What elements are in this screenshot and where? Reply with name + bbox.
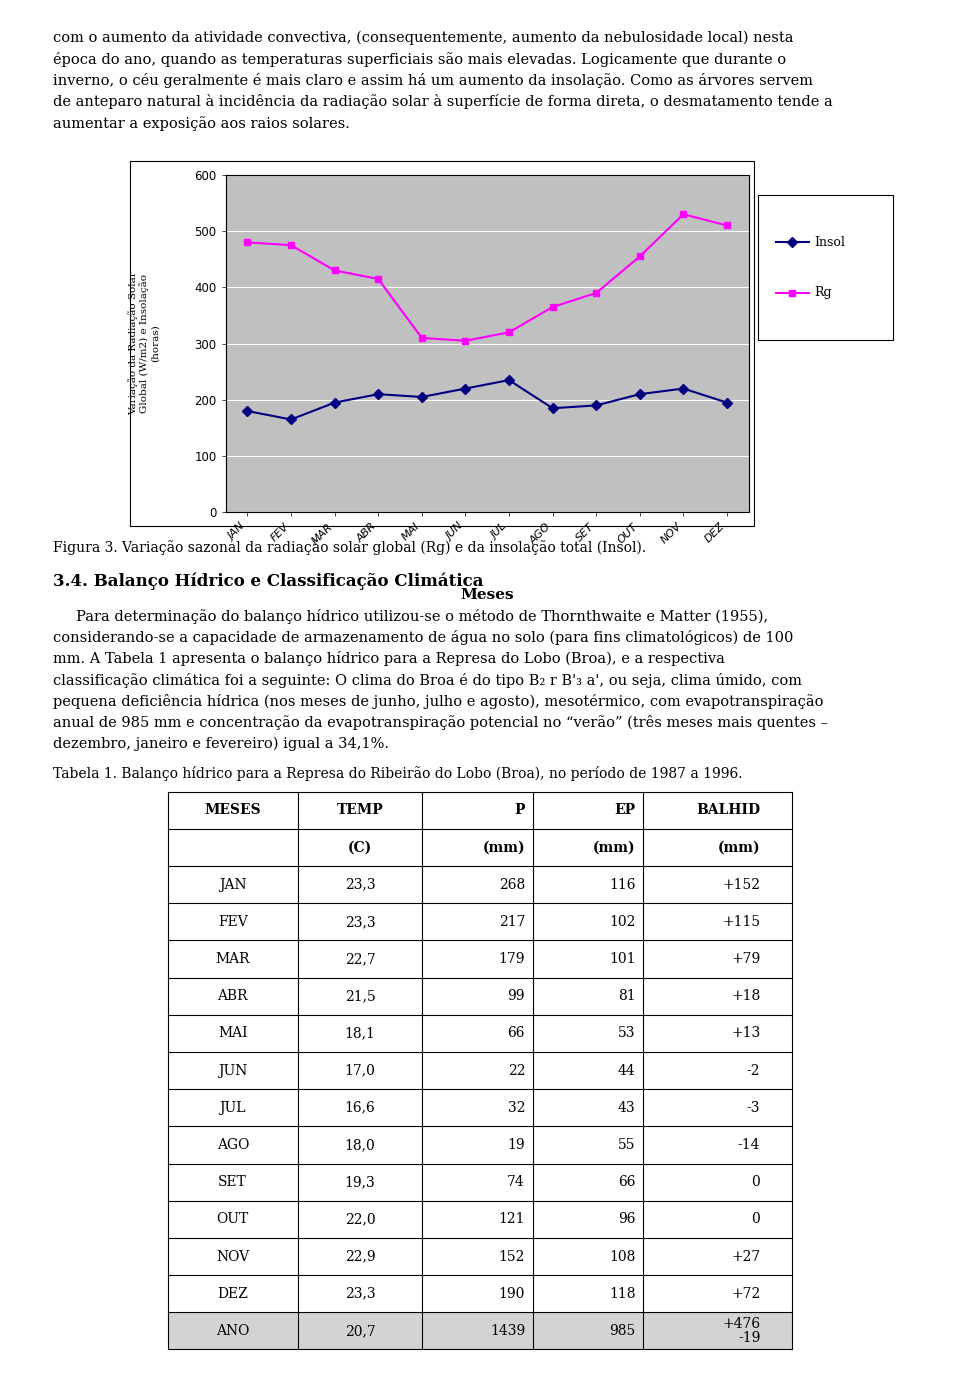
Text: 20,7: 20,7 — [345, 1323, 375, 1338]
Text: inverno, o céu geralmente é mais claro e assim há um aumento da insolação. Como : inverno, o céu geralmente é mais claro e… — [53, 73, 813, 88]
Text: -14: -14 — [738, 1137, 760, 1153]
Text: FEV: FEV — [218, 914, 248, 929]
Text: (mm): (mm) — [483, 840, 525, 855]
Text: OUT: OUT — [217, 1212, 249, 1227]
Text: 21,5: 21,5 — [345, 989, 375, 1004]
Text: 179: 179 — [498, 952, 525, 967]
Text: MAI: MAI — [218, 1026, 248, 1041]
Text: 99: 99 — [508, 989, 525, 1004]
Text: 32: 32 — [508, 1100, 525, 1115]
Text: classificação climática foi a seguinte: O clima do Broa é do tipo B₂ r B'₃ a', o: classificação climática foi a seguinte: … — [53, 672, 802, 687]
Text: +13: +13 — [732, 1026, 760, 1041]
Text: +72: +72 — [732, 1286, 760, 1301]
Text: 66: 66 — [618, 1175, 636, 1190]
Text: 44: 44 — [618, 1063, 636, 1078]
Text: aumentar a exposição aos raios solares.: aumentar a exposição aos raios solares. — [53, 116, 349, 131]
Text: 43: 43 — [618, 1100, 636, 1115]
Text: ABR: ABR — [218, 989, 248, 1004]
Text: 74: 74 — [508, 1175, 525, 1190]
Text: (mm): (mm) — [593, 840, 636, 855]
Text: 22: 22 — [508, 1063, 525, 1078]
Text: 3.4. Balanço Hídrico e Classificação Climática: 3.4. Balanço Hídrico e Classificação Cli… — [53, 573, 483, 591]
Text: 102: 102 — [610, 914, 636, 929]
Text: Meses: Meses — [461, 588, 514, 602]
Text: 108: 108 — [610, 1249, 636, 1264]
Text: mm. A Tabela 1 apresenta o balanço hídrico para a Represa do Lobo (Broa), e a re: mm. A Tabela 1 apresenta o balanço hídri… — [53, 651, 725, 666]
Text: 0: 0 — [752, 1175, 760, 1190]
Text: Variação da Radiação Solar
Global (W/m2) e Insolação
(horas): Variação da Radiação Solar Global (W/m2)… — [129, 271, 159, 416]
Text: 81: 81 — [618, 989, 636, 1004]
Text: 19,3: 19,3 — [345, 1175, 375, 1190]
Text: MESES: MESES — [204, 803, 261, 818]
Text: AGO: AGO — [217, 1137, 249, 1153]
Text: 23,3: 23,3 — [345, 1286, 375, 1301]
Text: de anteparo natural à incidência da radiação solar à superfície de forma direta,: de anteparo natural à incidência da radi… — [53, 94, 832, 109]
Text: +27: +27 — [732, 1249, 760, 1264]
Text: 66: 66 — [508, 1026, 525, 1041]
Text: DEZ: DEZ — [217, 1286, 249, 1301]
Text: +115: +115 — [722, 914, 760, 929]
Text: 152: 152 — [499, 1249, 525, 1264]
Text: pequena deficiência hídrica (nos meses de junho, julho e agosto), mesotérmico, c: pequena deficiência hídrica (nos meses d… — [53, 694, 824, 709]
Text: JAN: JAN — [219, 877, 247, 892]
Text: com o aumento da atividade convectiva, (consequentemente, aumento da nebulosidad: com o aumento da atividade convectiva, (… — [53, 30, 793, 44]
Text: Para determinação do balanço hídrico utilizou-se o método de Thornthwaite e Matt: Para determinação do balanço hídrico uti… — [53, 609, 768, 624]
Text: 96: 96 — [618, 1212, 636, 1227]
Text: 118: 118 — [609, 1286, 636, 1301]
Text: 0: 0 — [752, 1212, 760, 1227]
Text: EP: EP — [614, 803, 636, 818]
Text: (mm): (mm) — [718, 840, 760, 855]
Text: época do ano, quando as temperaturas superficiais são mais elevadas. Logicamente: época do ano, quando as temperaturas sup… — [53, 52, 786, 66]
Text: dezembro, janeiro e fevereiro) igual a 34,1%.: dezembro, janeiro e fevereiro) igual a 3… — [53, 737, 389, 750]
Text: 985: 985 — [610, 1323, 636, 1338]
Text: Insol: Insol — [814, 235, 845, 249]
Text: -2: -2 — [747, 1063, 760, 1078]
Text: 22,0: 22,0 — [345, 1212, 375, 1227]
Text: MAR: MAR — [216, 952, 250, 967]
Text: 116: 116 — [609, 877, 636, 892]
Text: 55: 55 — [618, 1137, 636, 1153]
Text: 217: 217 — [498, 914, 525, 929]
Text: considerando-se a capacidade de armazenamento de água no solo (para fins climato: considerando-se a capacidade de armazena… — [53, 629, 793, 644]
Text: P: P — [515, 803, 525, 818]
Text: Rg: Rg — [814, 286, 831, 299]
Text: ANO: ANO — [216, 1323, 250, 1338]
Text: 121: 121 — [498, 1212, 525, 1227]
Text: 53: 53 — [618, 1026, 636, 1041]
Text: -19: -19 — [738, 1330, 760, 1344]
Text: Figura 3. Variação sazonal da radiação solar global (Rg) e da insolação total (I: Figura 3. Variação sazonal da radiação s… — [53, 540, 646, 555]
Text: NOV: NOV — [216, 1249, 250, 1264]
Text: anual de 985 mm e concentração da evapotranspiração potencial no “verão” (três m: anual de 985 mm e concentração da evapot… — [53, 716, 828, 730]
Text: 268: 268 — [499, 877, 525, 892]
Text: +152: +152 — [722, 877, 760, 892]
Text: 18,1: 18,1 — [345, 1026, 375, 1041]
Text: 23,3: 23,3 — [345, 877, 375, 892]
Text: TEMP: TEMP — [337, 803, 383, 818]
Text: -3: -3 — [747, 1100, 760, 1115]
Text: 17,0: 17,0 — [345, 1063, 375, 1078]
Text: 18,0: 18,0 — [345, 1137, 375, 1153]
Text: JUN: JUN — [218, 1063, 248, 1078]
Text: 101: 101 — [609, 952, 636, 967]
Text: 22,9: 22,9 — [345, 1249, 375, 1264]
Text: 19: 19 — [508, 1137, 525, 1153]
Text: 22,7: 22,7 — [345, 952, 375, 967]
Text: JUL: JUL — [220, 1100, 246, 1115]
Text: 23,3: 23,3 — [345, 914, 375, 929]
Text: +476: +476 — [722, 1318, 760, 1332]
Text: BALHID: BALHID — [696, 803, 760, 818]
Text: 190: 190 — [499, 1286, 525, 1301]
Text: Tabela 1. Balanço hídrico para a Represa do Ribeirão do Lobo (Broa), no período : Tabela 1. Balanço hídrico para a Represa… — [53, 766, 742, 781]
Text: 16,6: 16,6 — [345, 1100, 375, 1115]
Text: +79: +79 — [732, 952, 760, 967]
Text: SET: SET — [218, 1175, 248, 1190]
Text: +18: +18 — [732, 989, 760, 1004]
Text: (C): (C) — [348, 840, 372, 855]
Text: 1439: 1439 — [490, 1323, 525, 1338]
